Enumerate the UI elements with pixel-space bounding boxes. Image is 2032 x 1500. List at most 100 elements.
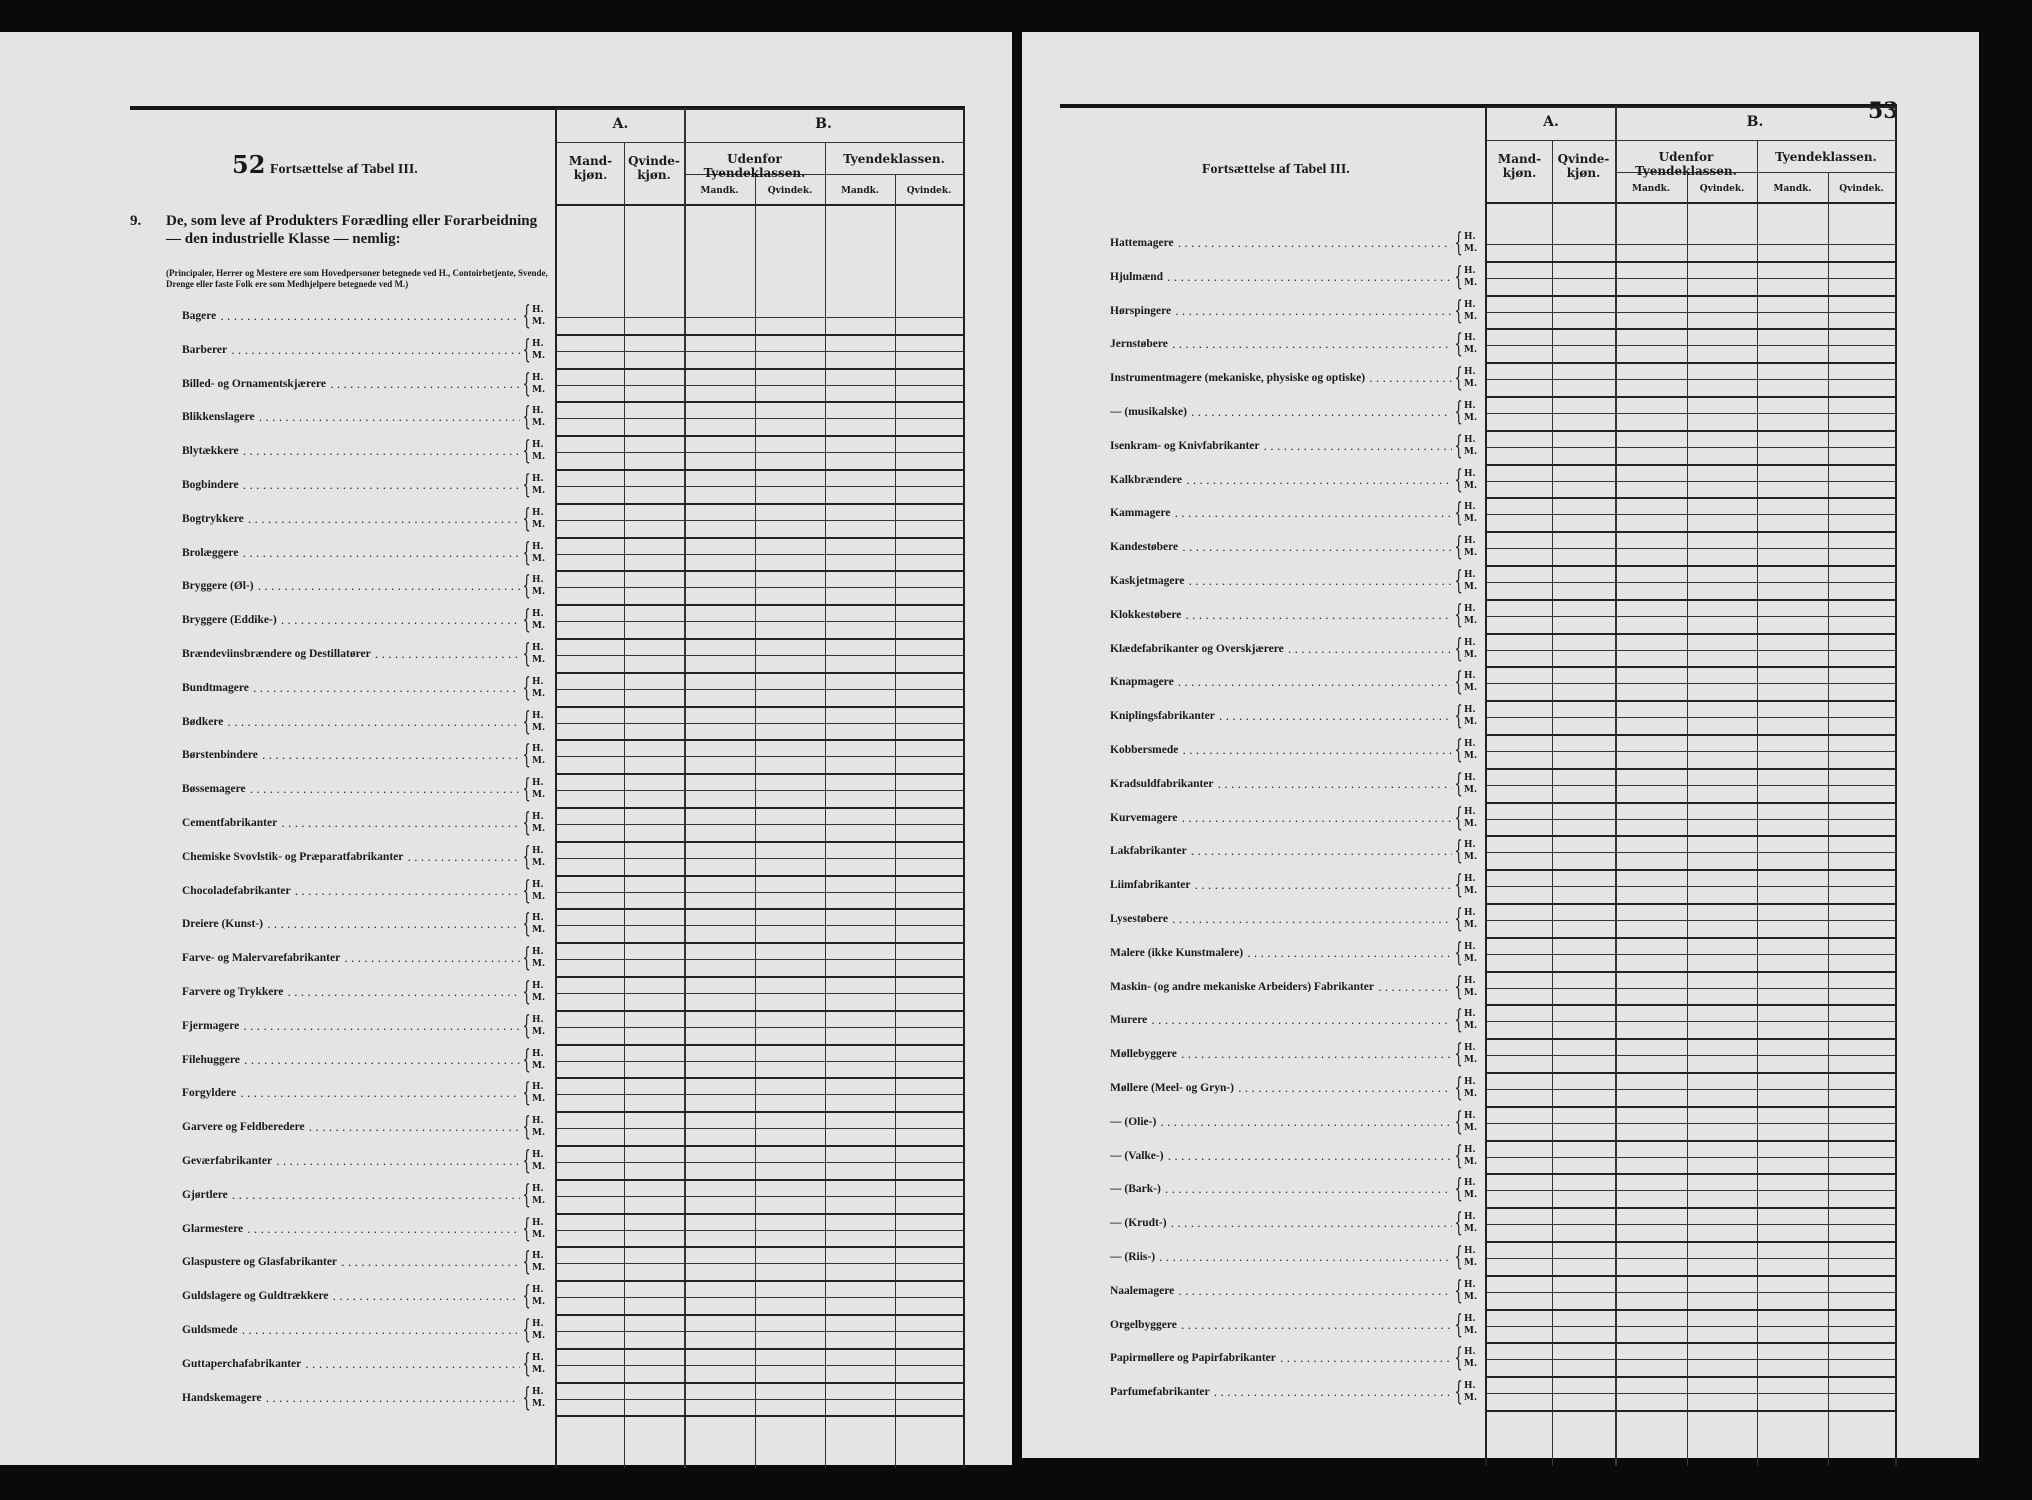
- brace-icon: {: [1454, 1106, 1463, 1137]
- brace-icon: {: [522, 1112, 531, 1143]
- row-divider-h-m: [557, 1128, 963, 1130]
- leader-dots: ........................................…: [247, 1221, 520, 1236]
- table-row: Bødkere.................................…: [182, 706, 552, 740]
- m-label: M.: [1464, 548, 1478, 559]
- left-page: 52 Fortsættelse af Tabel III. 9. De, som…: [0, 32, 1012, 1468]
- row-divider: [557, 1246, 963, 1249]
- table-row: Handskemagere...........................…: [182, 1382, 552, 1416]
- m-label: M.: [532, 857, 546, 868]
- h-label: H.: [1464, 401, 1476, 411]
- h-m-labels: H. M.: [532, 473, 552, 497]
- h-m-labels: H. M.: [1464, 1110, 1484, 1134]
- row-divider-h-m: [557, 1229, 963, 1231]
- m-label: M.: [1464, 311, 1478, 322]
- section-heading: De, som leve af Produkters Forædling ell…: [166, 213, 538, 247]
- m-label: M.: [1464, 953, 1478, 964]
- table-row: Filehuggere.............................…: [182, 1044, 552, 1078]
- row-divider-h-m: [1487, 818, 1895, 820]
- row-divider: [1487, 328, 1895, 331]
- row-label: Parfumefabrikanter: [1110, 1386, 1210, 1399]
- column-divider: [1615, 106, 1617, 1466]
- brace-icon: {: [1454, 295, 1463, 326]
- m-label: M.: [1464, 345, 1478, 356]
- row-divider-h-m: [1487, 953, 1895, 955]
- row-divider: [1487, 565, 1895, 567]
- brace-icon: {: [1454, 532, 1463, 563]
- row-divider: [1487, 1410, 1895, 1412]
- m-label: M.: [1464, 683, 1478, 694]
- h-label: H.: [532, 778, 544, 789]
- table-row: — (Valke-)..............................…: [1110, 1140, 1484, 1174]
- column-divider: [895, 174, 896, 1468]
- row-label: Møllere (Meel- og Gryn-): [1110, 1082, 1234, 1094]
- m-label: M.: [532, 452, 546, 463]
- leader-dots: ........................................…: [281, 816, 520, 830]
- brace-icon: {: [1454, 1005, 1463, 1036]
- brace-icon: {: [522, 740, 531, 771]
- h-label: H.: [1464, 570, 1476, 580]
- row-divider-h-m: [557, 1094, 963, 1096]
- h-label: H.: [1464, 1009, 1476, 1020]
- row-label: Naalemagere: [1110, 1284, 1175, 1297]
- row-label: Glaspustere og Glasfabrikanter: [182, 1256, 338, 1269]
- h-m-labels: H. M.: [532, 338, 552, 362]
- leader-dots: ........................................…: [294, 883, 520, 898]
- h-label: H.: [1464, 232, 1476, 242]
- h-m-labels: H. M.: [532, 1217, 552, 1241]
- brace-icon: {: [1454, 464, 1463, 495]
- leader-dots: ........................................…: [240, 1086, 520, 1101]
- table-row: Kniplingsfabrikanter....................…: [1110, 700, 1484, 734]
- h-m-labels: H. M.: [532, 777, 552, 801]
- header-mandkjon: Mand-kjøn.: [568, 154, 613, 182]
- row-divider-h-m: [1487, 1156, 1895, 1158]
- row-label: Billed- og Ornamentskjærere: [182, 377, 326, 390]
- h-label: H.: [1464, 1313, 1476, 1324]
- table-row: Cementfabrikanter.......................…: [182, 807, 552, 841]
- h-m-labels: H. M.: [1464, 468, 1484, 492]
- row-label: Brolæggere: [182, 546, 239, 559]
- brace-icon: {: [1454, 735, 1463, 765]
- h-label: H.: [1464, 806, 1476, 817]
- header-bottom-border: [557, 204, 963, 206]
- row-divider: [1487, 1173, 1895, 1176]
- row-label: — (Olie-): [1110, 1115, 1157, 1128]
- column-divider: [825, 142, 826, 1468]
- h-label: H.: [1464, 265, 1476, 276]
- row-label: Chocoladefabrikanter: [182, 884, 291, 897]
- h-m-labels: H. M.: [1464, 603, 1484, 627]
- brace-icon: {: [522, 1348, 531, 1379]
- brace-icon: {: [522, 639, 531, 669]
- table-row: — (Olie-)...............................…: [1110, 1106, 1484, 1140]
- m-label: M.: [532, 925, 546, 936]
- row-divider-h-m: [557, 688, 963, 690]
- m-label: M.: [532, 1364, 546, 1375]
- brace-icon: {: [522, 1146, 531, 1176]
- leader-dots: ........................................…: [261, 748, 520, 763]
- row-divider-h-m: [557, 384, 963, 386]
- row-divider: [557, 705, 963, 708]
- m-label: M.: [1464, 852, 1478, 863]
- h-m-labels: H. M.: [1464, 772, 1484, 796]
- table-row: Garvere og Feldberedere.................…: [182, 1111, 552, 1145]
- row-divider-h-m: [557, 350, 963, 352]
- h-m-labels: H. M.: [532, 1115, 552, 1139]
- row-divider: [1487, 936, 1895, 939]
- h-label: H.: [1464, 299, 1476, 310]
- brace-icon: {: [1454, 971, 1463, 1002]
- row-label: Gjørtlere: [182, 1188, 228, 1201]
- row-divider: [557, 604, 963, 607]
- leader-dots: ........................................…: [1247, 945, 1452, 960]
- row-divider-h-m: [557, 925, 963, 927]
- leader-dots: ........................................…: [242, 545, 520, 560]
- h-m-labels: H. M.: [532, 372, 552, 396]
- m-label: M.: [1464, 277, 1478, 288]
- table-row: Gjørtlere...............................…: [182, 1179, 552, 1213]
- row-divider: [1487, 531, 1895, 534]
- row-divider-h-m: [557, 1195, 963, 1197]
- table-row: Guttaperchafabrikanter..................…: [182, 1348, 552, 1382]
- row-divider-h-m: [557, 1161, 963, 1163]
- h-label: H.: [1464, 1043, 1476, 1054]
- row-label: Klokkestøbere: [1110, 608, 1182, 621]
- h-label: H.: [532, 1082, 544, 1093]
- row-label: Kaskjetmagere: [1110, 575, 1185, 587]
